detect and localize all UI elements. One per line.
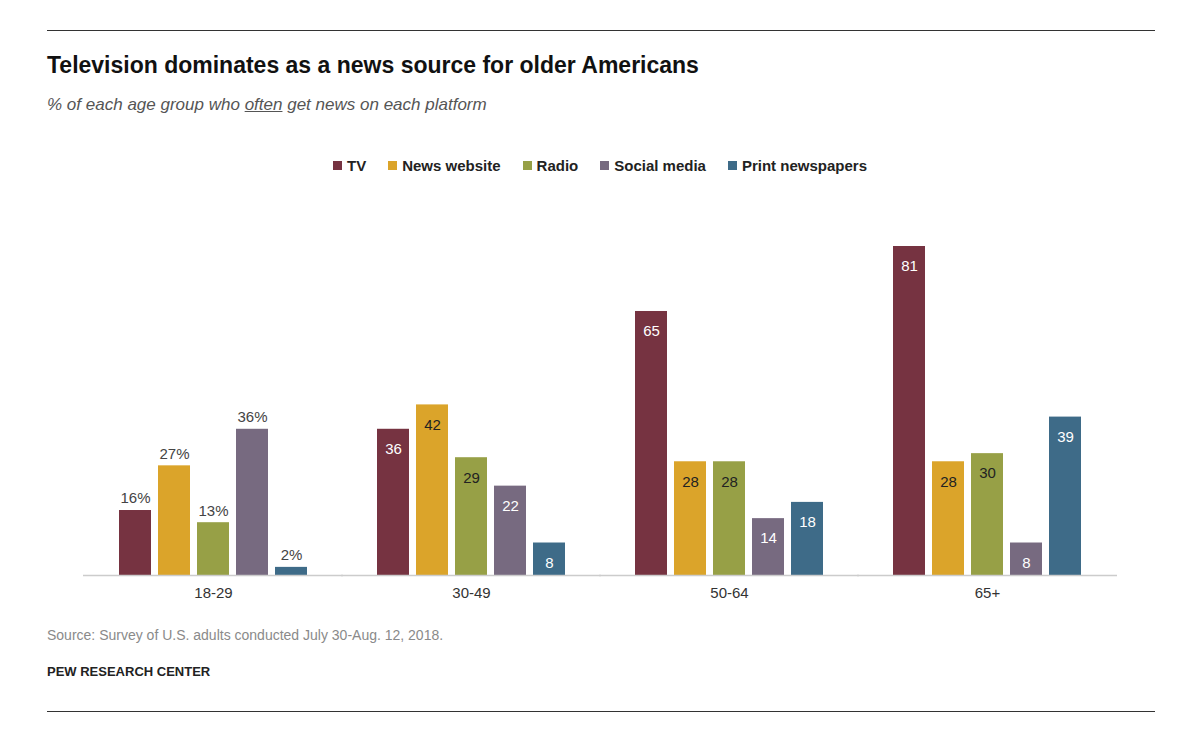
svg-text:81: 81 [901, 257, 918, 274]
svg-text:65: 65 [643, 322, 660, 339]
svg-text:50-64: 50-64 [710, 584, 748, 601]
svg-text:2%: 2% [281, 546, 303, 563]
svg-text:29: 29 [463, 469, 480, 486]
svg-text:30-49: 30-49 [452, 584, 490, 601]
svg-text:8: 8 [1022, 554, 1030, 571]
svg-text:22: 22 [502, 497, 519, 514]
svg-text:13%: 13% [198, 501, 228, 518]
html-text:Radio: Radio [536, 157, 579, 174]
svg-text:27%: 27% [159, 445, 189, 462]
svg-text:16%: 16% [120, 489, 150, 506]
html-text:News website: News website [402, 157, 501, 174]
svg-text:14: 14 [760, 529, 777, 546]
svg-text:18: 18 [799, 513, 816, 530]
svg-text:8: 8 [545, 554, 553, 571]
html-text:TV: TV [347, 157, 367, 174]
html-text:Source: Survey of U.S. adults: Source: Survey of U.S. adults conducted … [47, 627, 444, 643]
html-text:PEW RESEARCH CENTER: PEW RESEARCH CENTER [47, 664, 211, 679]
html-text:Print newspapers: Print newspapers [741, 157, 867, 174]
svg-text:65+: 65+ [975, 584, 1001, 601]
svg-text:18-29: 18-29 [194, 584, 232, 601]
html-text:% of each age group who often: % of each age group who often get news o… [47, 95, 487, 114]
html-text:Television dominates as a news: Television dominates as a news source fo… [47, 52, 699, 78]
svg-text:30: 30 [979, 464, 996, 481]
svg-text:28: 28 [721, 473, 738, 490]
svg-text:42: 42 [424, 416, 441, 433]
svg-text:28: 28 [940, 473, 957, 490]
svg-text:36%: 36% [237, 408, 267, 425]
svg-text:39: 39 [1057, 428, 1074, 445]
svg-text:28: 28 [682, 473, 699, 490]
html-text:Social media: Social media [614, 157, 706, 174]
svg-text:36: 36 [385, 440, 402, 457]
